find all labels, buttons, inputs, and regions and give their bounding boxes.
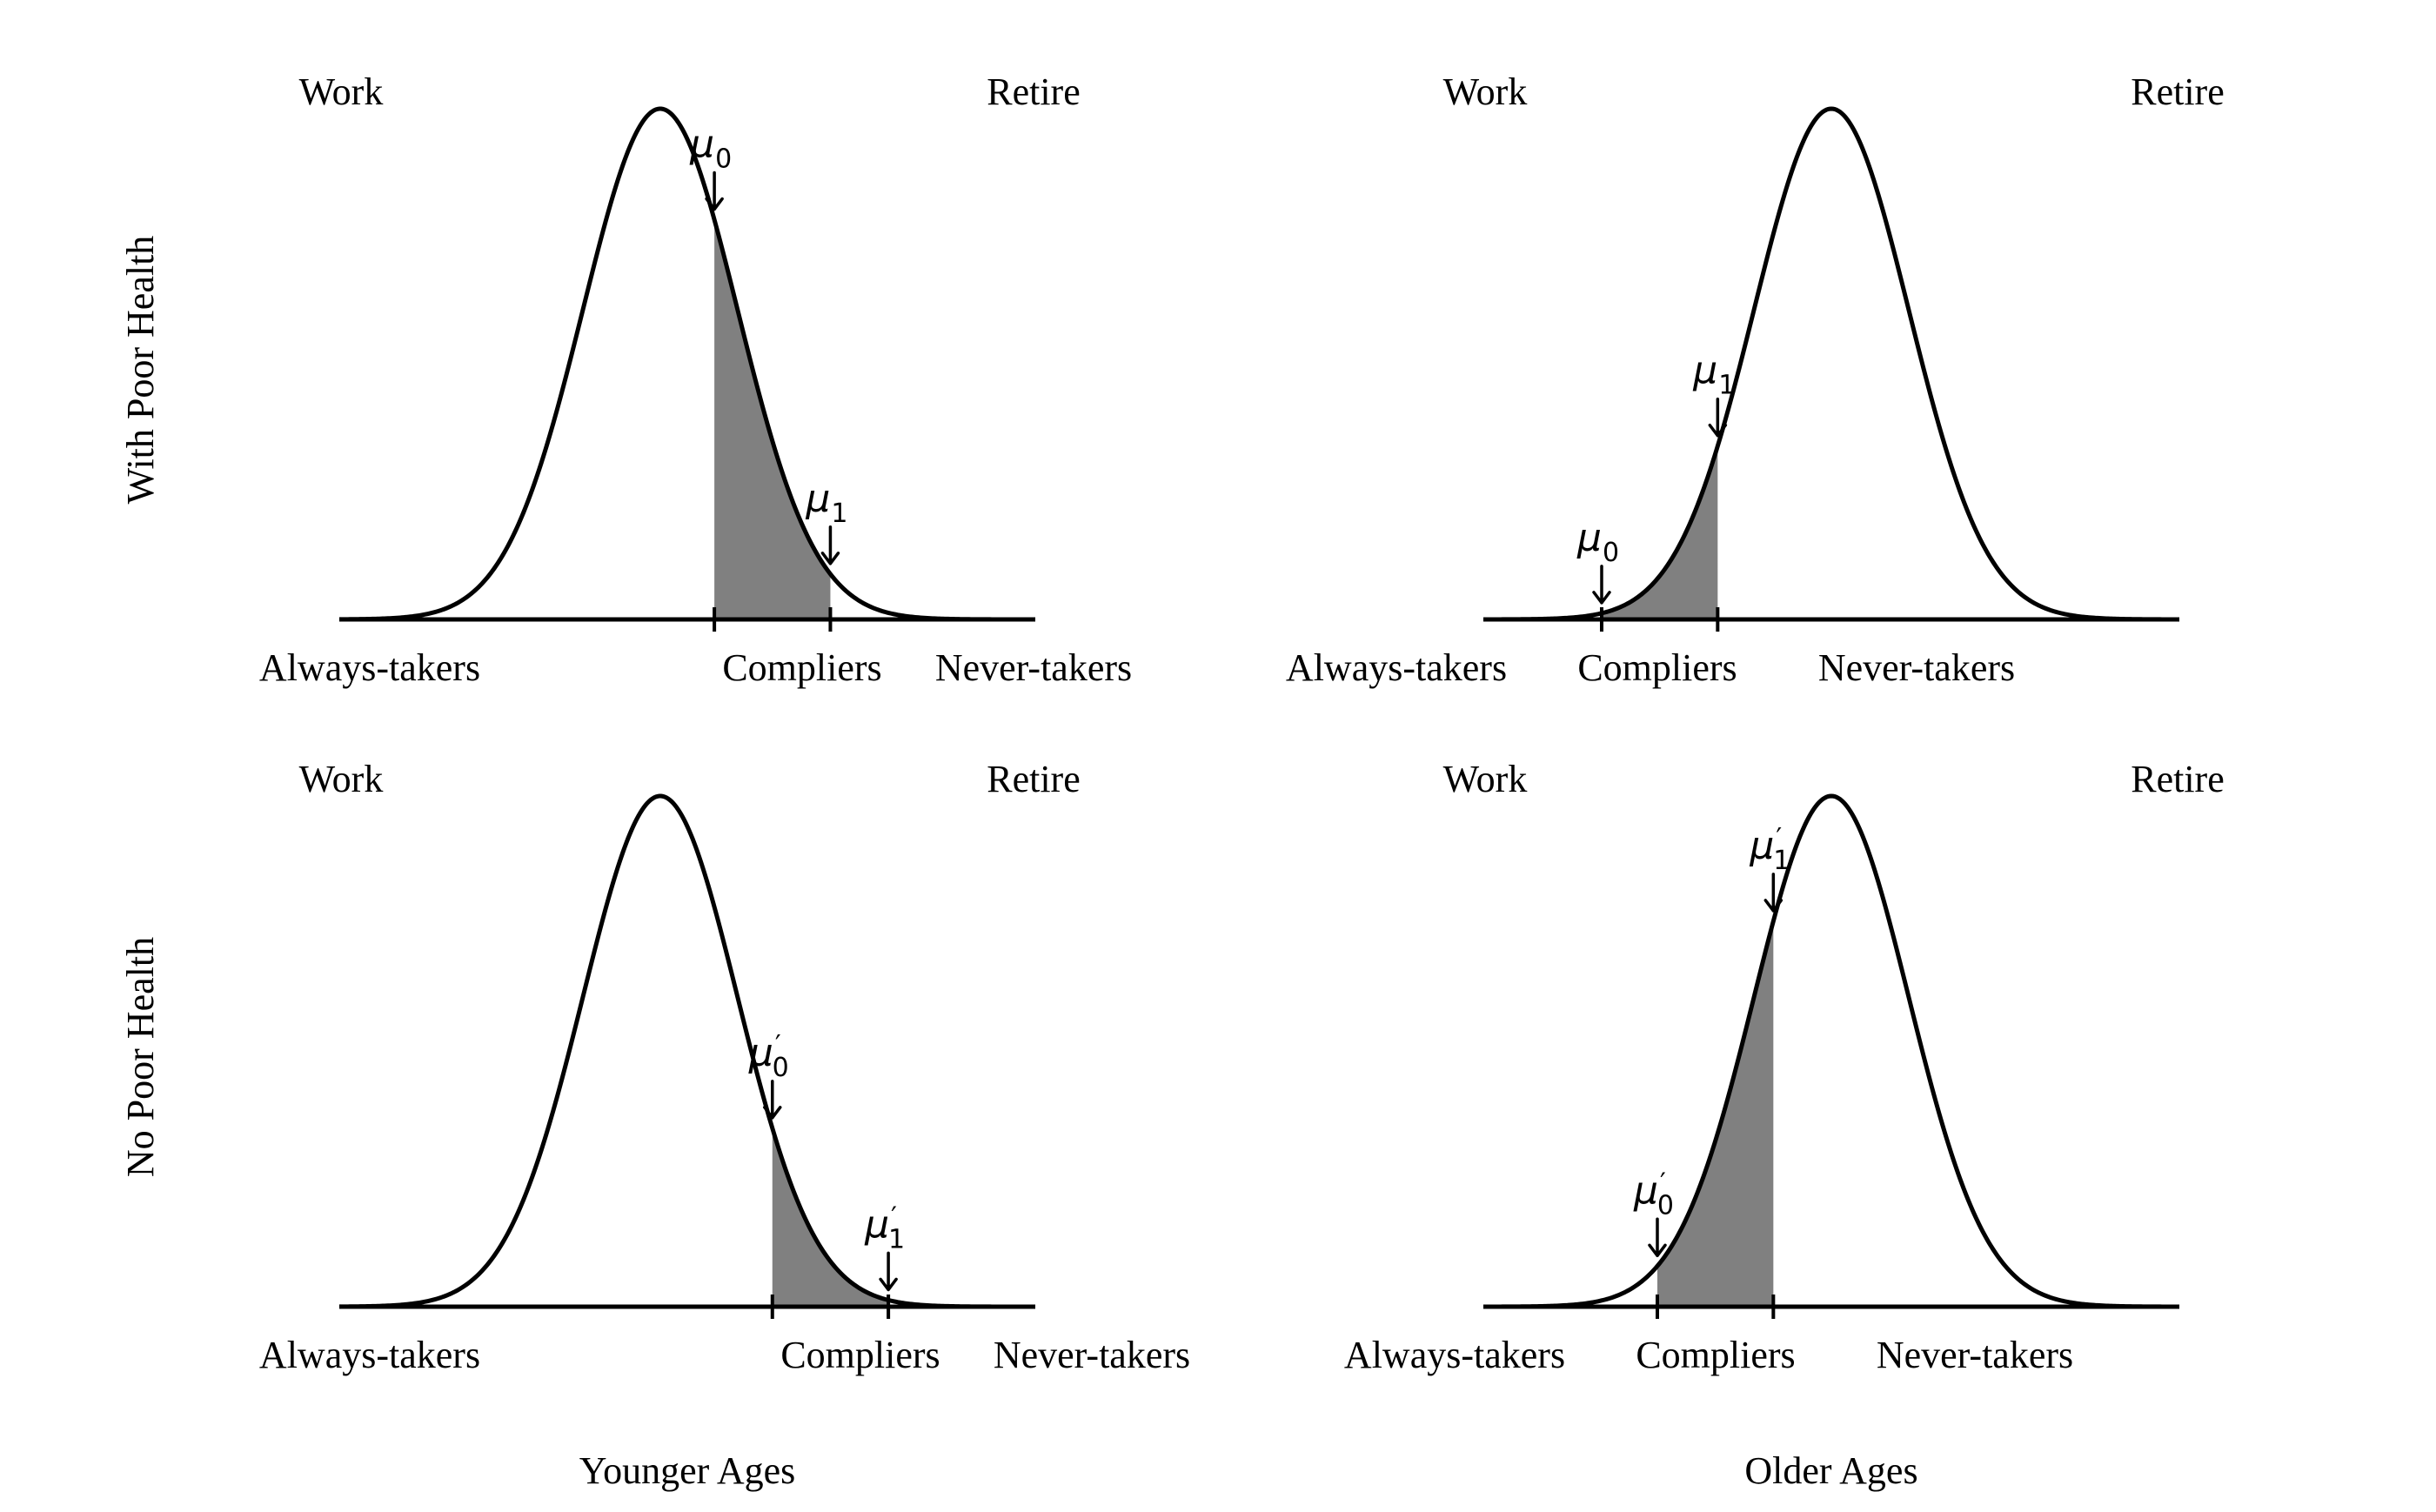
- retire-label: Retire: [987, 758, 1081, 800]
- compliers-label: Compliers: [780, 1334, 940, 1376]
- threshold-label-0: μ0: [1576, 516, 1619, 568]
- retire-label: Retire: [2131, 758, 2225, 800]
- threshold-label-1: μ′ 1: [864, 1201, 905, 1254]
- always-takers-label: Always-takers: [259, 646, 480, 689]
- density-curve: [338, 106, 1036, 622]
- threshold-label-0: μ0: [689, 123, 732, 175]
- density-curve: [1482, 106, 2180, 622]
- threshold-arrow-1: [1708, 397, 1728, 438]
- work-label: Work: [1443, 70, 1528, 113]
- threshold-label-0: μ′ 0: [748, 1030, 789, 1083]
- threshold-arrow-1: [879, 1251, 898, 1292]
- threshold-label-0: μ′ 0: [1633, 1167, 1674, 1221]
- retire-label: Retire: [987, 70, 1081, 113]
- never-takers-label: Never-takers: [994, 1334, 1190, 1376]
- compliers-shaded-area: [772, 1127, 889, 1307]
- threshold-arrow-0: [763, 1080, 782, 1120]
- always-takers-label: Always-takers: [1286, 646, 1507, 689]
- compliers-shaded-area: [1657, 920, 1774, 1307]
- density-curve: [1482, 793, 2180, 1309]
- row-label-poor-health: With Poor Health: [119, 236, 162, 505]
- threshold-arrow-1: [1763, 873, 1784, 913]
- never-takers-label: Never-takers: [1818, 646, 2015, 689]
- threshold-arrow-0: [705, 171, 724, 211]
- threshold-label-1: μ′ 1: [1749, 823, 1790, 876]
- compliers-shaded-area: [714, 219, 831, 620]
- compliers-label: Compliers: [1636, 1334, 1795, 1376]
- threshold-label-1: μ1: [805, 477, 847, 529]
- compliers-label: Compliers: [1577, 646, 1737, 689]
- compliers-shaded-area: [1602, 445, 1718, 619]
- work-label: Work: [1443, 758, 1528, 800]
- always-takers-label: Always-takers: [259, 1334, 480, 1376]
- column-label-older: Older Ages: [1744, 1449, 1917, 1492]
- panel-poor-health-younger: μ0 μ1 Work Retire Always-takers Compliers Neve…: [259, 70, 1132, 689]
- threshold-arrow-1: [820, 525, 840, 565]
- density-curve: [338, 793, 1036, 1309]
- panel-no-poor-health-older: μ′ 0 μ′ 1 Work Retire Always-takers Compliers Ne…: [1344, 758, 2225, 1376]
- work-label: Work: [299, 758, 384, 800]
- compliers-label: Compliers: [722, 646, 881, 689]
- retire-label: Retire: [2131, 70, 2225, 113]
- threshold-arrow-0: [1648, 1217, 1667, 1258]
- always-takers-label: Always-takers: [1344, 1334, 1565, 1376]
- panel-poor-health-older: μ0 μ1 Work Retire Always-takers Compliers Neve…: [1286, 70, 2225, 689]
- never-takers-label: Never-takers: [935, 646, 1132, 689]
- threshold-arrow-0: [1592, 565, 1611, 605]
- threshold-label-1: μ1: [1692, 349, 1735, 401]
- row-label-no-poor-health: No Poor Health: [119, 937, 162, 1177]
- panel-no-poor-health-younger: μ′ 0 μ′ 1 Work Retire Always-takers Compliers Ne…: [259, 758, 1190, 1376]
- column-label-younger: Younger Ages: [579, 1449, 796, 1492]
- never-takers-label: Never-takers: [1877, 1334, 2073, 1376]
- work-label: Work: [299, 70, 384, 113]
